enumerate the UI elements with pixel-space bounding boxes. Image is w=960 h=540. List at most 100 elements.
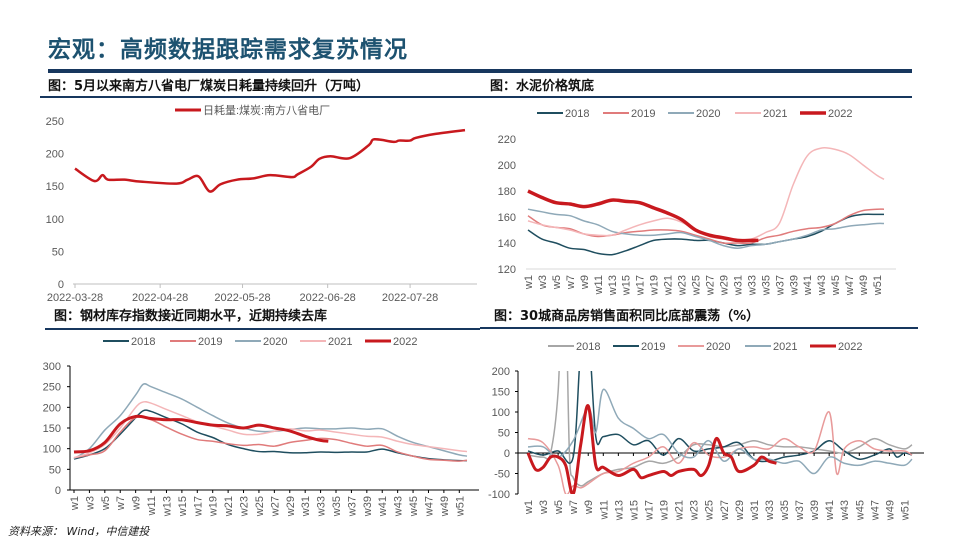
series-line-2022 <box>526 404 777 494</box>
legend-label: 2018 <box>565 108 589 120</box>
x-tick-label: w33 <box>764 500 776 521</box>
title-divider <box>48 69 912 73</box>
y-tick-label: 50 <box>498 428 510 440</box>
x-tick-label: w45 <box>408 496 420 517</box>
x-tick-label: w3 <box>84 496 96 511</box>
chart-coal: 0 50 100 150 200 250 2022-03-28 2022-04-28 2022-… <box>46 103 477 304</box>
chart-cement: 120 140 160 180 200 220 w1 w3 w5 w7 w9 w11 w13 w15 w17… <box>498 108 896 296</box>
x-tick-label: w25 <box>704 500 716 521</box>
series-line-2018 <box>527 371 913 487</box>
x-tick-label: w25 <box>691 275 703 296</box>
legend-label: 2018 <box>576 341 600 353</box>
chart-title-cement: 图：水泥价格筑底 <box>490 79 595 94</box>
x-tick-label: w13 <box>607 275 619 296</box>
x-tick-label: w19 <box>208 496 220 517</box>
x-tick-label: w43 <box>839 500 851 521</box>
x-tick-label: w33 <box>316 496 328 517</box>
x-tick-label: w17 <box>192 496 204 517</box>
y-tick-label: 100 <box>43 444 61 456</box>
y-tick-label: 0 <box>58 279 64 291</box>
x-tick-label: w37 <box>794 500 806 521</box>
y-tick-label: 200 <box>492 366 510 378</box>
x-tick-label: w15 <box>621 275 633 296</box>
y-tick-label: 250 <box>46 116 64 128</box>
x-tick-label: w35 <box>779 500 791 521</box>
x-tick-label: w45 <box>830 275 842 296</box>
x-tick-label: w49 <box>884 500 896 521</box>
y-tick-label: -50 <box>494 469 510 481</box>
x-tick-label: w13 <box>613 500 625 521</box>
y-tick-label: 150 <box>46 181 64 193</box>
x-tick-label: w29 <box>718 275 730 296</box>
x-tick-label: w21 <box>223 496 235 517</box>
x-tick-label: 2022-03-28 <box>47 292 103 304</box>
legend-label: 2020 <box>696 108 720 120</box>
y-tick-label: 250 <box>43 382 61 394</box>
source-note: 资料来源： Wind，中信建投 <box>8 525 150 538</box>
y-tick-label: 150 <box>43 423 61 435</box>
y-tick-label: -100 <box>488 489 510 501</box>
y-tick-label: 120 <box>498 264 516 276</box>
legend-label: 2022 <box>393 336 417 348</box>
x-tick-label: w37 <box>774 275 786 296</box>
x-tick-label: w21 <box>674 500 686 521</box>
x-tick-label: w39 <box>809 500 821 521</box>
x-tick-label: w9 <box>583 500 595 515</box>
x-tick-label: w45 <box>854 500 866 521</box>
x-tick-label: w15 <box>628 500 640 521</box>
x-tick-label: w11 <box>598 500 610 520</box>
y-tick-label: 0 <box>55 485 61 497</box>
x-tick-label: w27 <box>269 496 281 517</box>
x-tick-label: w31 <box>300 496 312 517</box>
y-tick-label: 100 <box>492 407 510 419</box>
y-tick-label: 220 <box>498 134 516 146</box>
x-tick-label: w41 <box>377 496 389 517</box>
x-tick-label: w15 <box>177 496 189 517</box>
x-tick-label: w29 <box>285 496 297 517</box>
x-tick-label: w23 <box>677 275 689 296</box>
y-tick-label: 100 <box>46 214 64 226</box>
x-tick-label: w29 <box>734 500 746 521</box>
series-line-2022 <box>527 189 759 243</box>
page-title: 宏观：高频数据跟踪需求复苏情况 <box>48 37 408 63</box>
x-tick-label: w31 <box>749 500 761 521</box>
x-tick-label: w41 <box>824 500 836 521</box>
y-tick-label: 200 <box>46 149 64 161</box>
series-line-2021 <box>527 388 913 475</box>
x-tick-label: w11 <box>146 496 158 516</box>
x-tick-label: w27 <box>719 500 731 521</box>
x-tick-label: w43 <box>393 496 405 517</box>
x-tick-label: w37 <box>346 496 358 517</box>
y-tick-label: 200 <box>498 160 516 172</box>
x-tick-label: w13 <box>161 496 173 517</box>
x-tick-label: w1 <box>523 500 535 515</box>
x-tick-label: w27 <box>704 275 716 296</box>
x-tick-label: 2022-07-28 <box>382 292 438 304</box>
x-tick-label: 2022-04-28 <box>132 292 188 304</box>
x-tick-label: w5 <box>100 496 112 511</box>
x-tick-label: w47 <box>423 496 435 517</box>
x-tick-label: w7 <box>568 500 580 515</box>
x-tick-label: w41 <box>802 275 814 296</box>
legend-label: 2021 <box>773 341 797 353</box>
legend-label: 2019 <box>641 341 665 353</box>
legend-label: 2022 <box>828 108 852 120</box>
x-tick-label: w49 <box>439 496 451 517</box>
legend-label: 2019 <box>198 336 222 348</box>
x-tick-label: w1 <box>523 275 535 290</box>
x-tick-label: w21 <box>663 275 675 296</box>
series-line-2019 <box>73 416 468 462</box>
y-tick-label: 200 <box>43 402 61 414</box>
series-line-2022 <box>73 414 329 454</box>
x-tick-label: w7 <box>115 496 127 511</box>
series-line-2021 <box>73 400 468 459</box>
x-tick-label: w17 <box>643 500 655 521</box>
chart-steel: 0 50 100 150 200 250 300 w1 w3 w5 w7 w9 w11 w13 w15 w17… <box>43 336 479 517</box>
series-line-2020 <box>73 383 468 460</box>
x-tick-label: w39 <box>788 275 800 296</box>
x-tick-label: w35 <box>760 275 772 296</box>
chart-title-steel: 图：钢材库存指数接近同期水平，近期持续去库 <box>54 309 328 324</box>
x-tick-label: w51 <box>454 496 466 517</box>
